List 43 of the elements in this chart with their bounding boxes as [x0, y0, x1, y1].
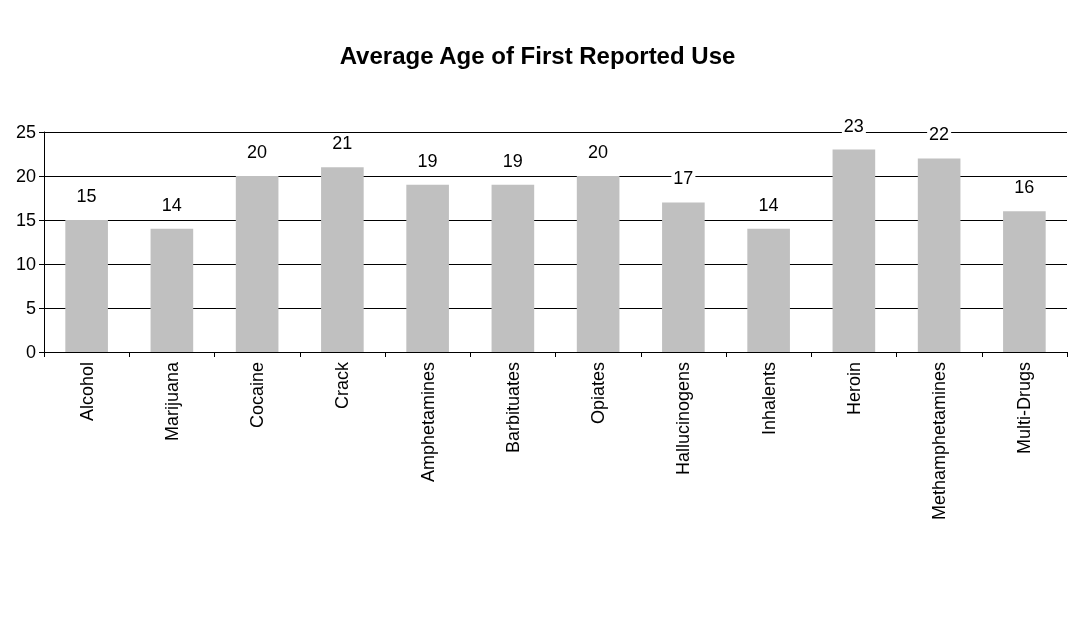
x-tick-label: Cocaine [247, 362, 268, 429]
y-tick-label: 10 [15, 254, 36, 274]
data-label: 23 [843, 115, 864, 136]
y-tick-label: 25 [15, 122, 36, 142]
bar [65, 220, 108, 352]
data-label: 20 [247, 142, 268, 162]
data-label: 20 [588, 142, 609, 162]
x-tick-label: Inhalents [758, 362, 779, 436]
bar [662, 202, 705, 352]
data-label: 14 [758, 194, 779, 215]
y-tick-label: 15 [15, 210, 36, 230]
bar [832, 149, 876, 352]
data-label: 22 [929, 124, 950, 145]
data-label: 17 [673, 168, 694, 189]
bar [150, 228, 194, 352]
bar [235, 176, 279, 352]
y-tick-label: 5 [25, 298, 36, 318]
bar [491, 184, 535, 352]
x-tick-label: Barbituates [502, 362, 523, 454]
x-tick-label: Opiates [588, 362, 609, 425]
bar [576, 176, 620, 352]
data-label: 16 [1014, 177, 1035, 198]
bar [1003, 211, 1046, 352]
data-label: 14 [161, 194, 182, 215]
x-tick-label: Multi-Drugs [1014, 362, 1035, 455]
y-tick-label: 0 [25, 342, 36, 362]
x-tick-label: Amphetamines [417, 362, 438, 483]
bar [917, 158, 961, 352]
x-tick-label: Alcohol [76, 362, 97, 422]
data-label: 15 [76, 186, 97, 206]
data-label: 19 [417, 150, 438, 171]
bar [406, 184, 449, 352]
data-label: 19 [502, 150, 523, 171]
bar [321, 167, 364, 352]
data-label: 21 [332, 133, 353, 154]
x-tick-label: Heroin [843, 362, 864, 416]
x-tick-label: Methamphetamines [929, 362, 950, 521]
x-tick-label: Crack [332, 361, 353, 410]
chart-title: Average Age of First Reported Use [339, 41, 736, 69]
x-tick-label: Marijuana [161, 361, 182, 442]
bar [747, 228, 790, 352]
x-tick-label: Hallucinogens [673, 362, 694, 476]
y-tick-label: 20 [15, 166, 36, 186]
